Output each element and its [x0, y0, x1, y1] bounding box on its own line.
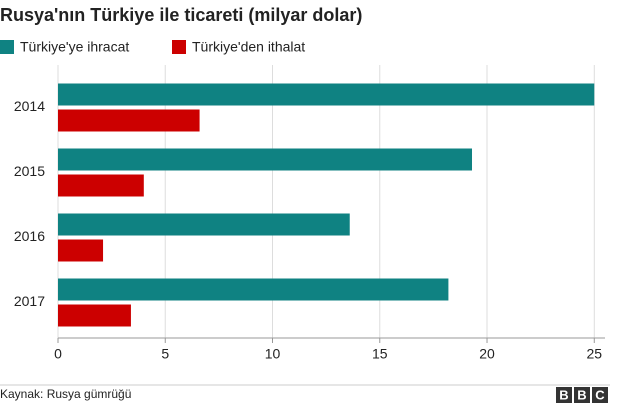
bar [58, 109, 200, 132]
chart-title: Rusya'nın Türkiye ile ticareti (milyar d… [0, 5, 362, 25]
x-tick-label: 5 [161, 346, 169, 362]
logo-letter: C [595, 387, 605, 402]
logo-letter: B [577, 387, 586, 402]
logo-box [592, 387, 608, 403]
bar [58, 239, 104, 262]
bar [58, 213, 350, 236]
legend-swatch [0, 40, 14, 54]
legend-swatch [172, 40, 186, 54]
y-tick-label: 2017 [14, 293, 45, 309]
logo-box [574, 387, 590, 403]
bar [58, 304, 131, 327]
x-tick-label: 0 [54, 346, 62, 362]
legend-label: Türkiye'ye ihracat [20, 39, 129, 55]
y-tick-label: 2014 [14, 98, 45, 114]
x-tick-label: 25 [586, 346, 602, 362]
bar [58, 278, 449, 301]
bar [58, 148, 473, 171]
logo-letter: B [559, 387, 568, 402]
legend-label: Türkiye'den ithalat [192, 39, 305, 55]
x-tick-label: 10 [265, 346, 281, 362]
bar [58, 83, 595, 106]
x-tick-label: 20 [479, 346, 495, 362]
logo-box [556, 387, 572, 403]
bar [58, 174, 144, 197]
y-tick-label: 2015 [14, 163, 45, 179]
x-tick-label: 15 [372, 346, 388, 362]
y-tick-label: 2016 [14, 228, 45, 244]
source: Kaynak: Rusya gümrüğü [0, 387, 131, 401]
